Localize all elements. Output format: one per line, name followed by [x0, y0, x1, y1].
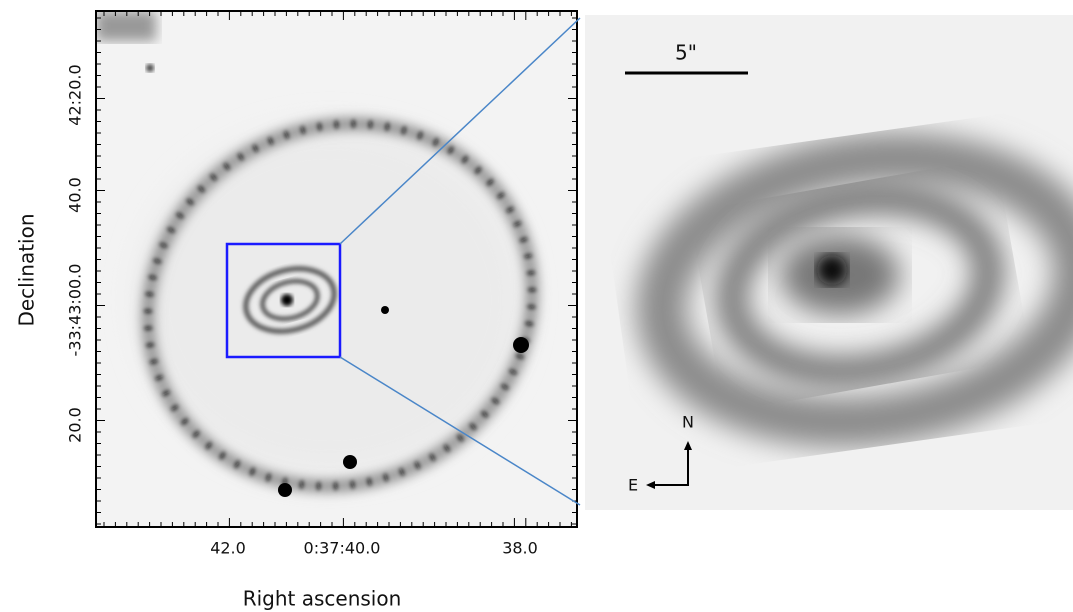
x-tick-label: 42.0: [210, 539, 246, 558]
figure: 5" N E Right ascension Declination 42.0 0…: [0, 0, 1073, 612]
y-tick-label: -33:43:00.0: [66, 264, 85, 357]
compass-east-label: E: [628, 476, 638, 495]
zoom-image: [585, 15, 1073, 510]
y-axis-label: Declination: [15, 213, 39, 326]
scale-bar-label: 5": [675, 41, 697, 65]
y-tick-label: 42:20.0: [66, 64, 85, 125]
x-tick-label: 38.0: [502, 539, 538, 558]
x-axis-label: Right ascension: [243, 587, 402, 611]
x-tick-label: 0:37:40.0: [304, 539, 381, 558]
compass-north-label: N: [682, 413, 694, 432]
y-tick-label: 40.0: [66, 177, 85, 213]
y-tick-label: 20.0: [66, 407, 85, 443]
